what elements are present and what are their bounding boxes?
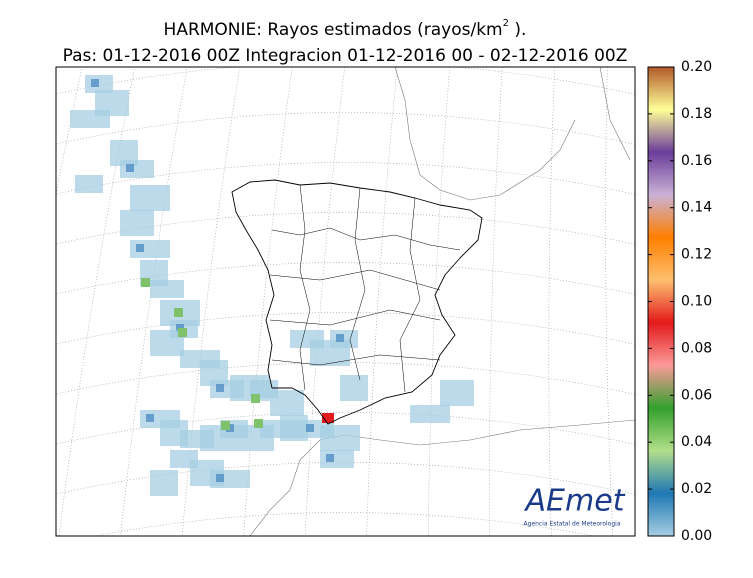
lightning-cell bbox=[320, 450, 354, 468]
province-borders bbox=[269, 184, 461, 393]
parallel bbox=[56, 162, 635, 195]
lightning-cell bbox=[251, 394, 260, 403]
parallel bbox=[30, 563, 660, 578]
colorbar-tick-label: 0.06 bbox=[681, 387, 712, 403]
colorbar-tick-label: 0.12 bbox=[681, 247, 712, 263]
parallel bbox=[56, 412, 635, 445]
colorbar-tick-label: 0.10 bbox=[681, 294, 712, 310]
lightning-cell bbox=[174, 308, 183, 317]
parallel bbox=[56, 67, 635, 95]
title-sup: 2 bbox=[503, 18, 509, 29]
lightning-cell bbox=[70, 110, 110, 128]
colorbar-tick-label: 0.08 bbox=[681, 340, 712, 356]
lightning-cell bbox=[340, 375, 368, 401]
colorbar-tick-label: 0.04 bbox=[681, 434, 712, 450]
lightning-cell bbox=[120, 160, 154, 178]
meridian bbox=[181, 67, 241, 536]
lightning-cell bbox=[306, 424, 314, 432]
meridian bbox=[0, 40, 36, 560]
colorbar-tick-label: 0.00 bbox=[681, 528, 712, 544]
meridian bbox=[712, 40, 738, 560]
title: HARMONIE: Rayos estimados (rayos/km2 ). bbox=[164, 18, 527, 40]
title-main: HARMONIE: Rayos estimados (rayos/km bbox=[164, 20, 503, 40]
colorbar-tick-label: 0.14 bbox=[681, 200, 712, 216]
meridian bbox=[120, 67, 188, 536]
lightning-cell bbox=[120, 210, 154, 236]
graticule bbox=[0, 40, 738, 578]
colorbar-tick-label: 0.20 bbox=[681, 59, 712, 75]
lightning-cell bbox=[75, 175, 103, 193]
map-frame bbox=[55, 66, 636, 537]
africa-coast bbox=[249, 419, 635, 536]
lightning-cell bbox=[146, 414, 154, 422]
lightning-cell bbox=[322, 413, 334, 423]
parallel bbox=[56, 262, 635, 295]
meridian bbox=[304, 67, 346, 536]
parallel bbox=[94, 512, 596, 536]
colorbar-tick-label: 0.18 bbox=[681, 106, 712, 122]
lightning-cell bbox=[91, 79, 99, 87]
lightning-cell bbox=[150, 280, 184, 298]
logo-caption: Agencia Estatal de Meteorologia bbox=[524, 521, 621, 528]
lightning-cell bbox=[254, 419, 263, 428]
lightning-cell bbox=[221, 421, 230, 430]
parallel bbox=[56, 112, 635, 145]
logo-name: AEmet bbox=[524, 484, 626, 519]
iberia-outline bbox=[231, 179, 483, 425]
parallel bbox=[56, 362, 635, 395]
lightning-cell bbox=[136, 244, 144, 252]
meridian bbox=[243, 67, 293, 536]
lightning-cell bbox=[216, 474, 224, 482]
lightning-cell bbox=[270, 390, 304, 416]
lightning-cell bbox=[440, 380, 474, 406]
lightning-cell bbox=[150, 470, 178, 496]
lightning-cell bbox=[320, 425, 360, 451]
lightning-cell bbox=[130, 185, 170, 211]
parallel bbox=[56, 212, 635, 245]
lightning-cell bbox=[336, 334, 344, 342]
map-area bbox=[0, 40, 738, 578]
lightning-cell bbox=[326, 454, 334, 462]
france-coast bbox=[394, 67, 631, 201]
lightning-cell bbox=[126, 164, 134, 172]
subtitle: Pas: 01-12-2016 00Z Integracion 01-12-20… bbox=[63, 46, 628, 66]
lightning-field bbox=[70, 75, 474, 496]
colorbar-tick-label: 0.02 bbox=[681, 481, 712, 497]
parallel bbox=[56, 462, 635, 495]
lightning-cell bbox=[178, 328, 187, 337]
logo: AEmet Agencia Estatal de Meteorologia bbox=[524, 484, 626, 528]
lightning-cell bbox=[141, 278, 150, 287]
parallel bbox=[56, 312, 635, 345]
colorbar-tick-label: 0.16 bbox=[681, 153, 712, 169]
lightning-cell bbox=[410, 405, 450, 423]
title-end: ). bbox=[509, 20, 526, 40]
lightning-cell bbox=[216, 384, 224, 392]
